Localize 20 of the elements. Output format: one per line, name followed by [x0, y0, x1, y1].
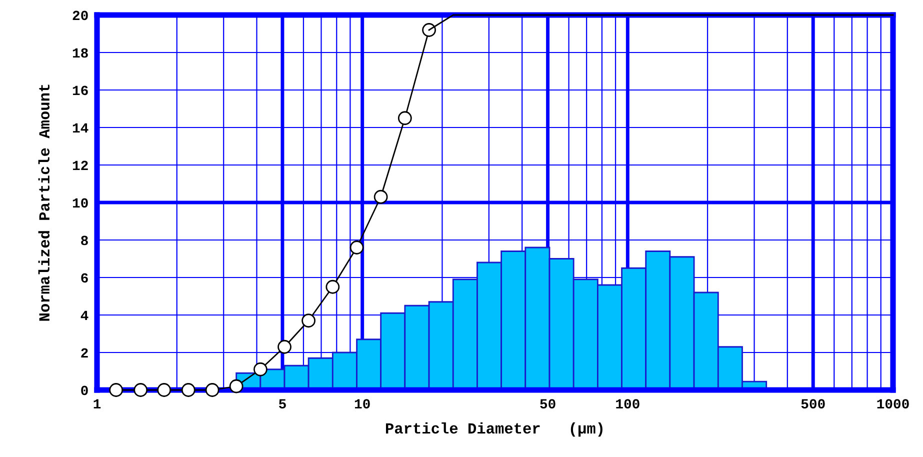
y-tick-label: 18 [72, 48, 88, 58]
y-tick-label: 8 [81, 236, 88, 246]
y-tick-label: 20 [72, 10, 88, 20]
y-tick-label: 12 [72, 160, 88, 170]
y-tick-label: 14 [72, 123, 88, 133]
x-axis-title: Particle Diameter (μm) [386, 422, 602, 437]
y-tick-label: 0 [81, 386, 88, 396]
y-axis-title: Normalized Particle Amount [38, 84, 50, 321]
x-tick-label: 50 [540, 399, 556, 409]
y-tick-label: 2 [81, 348, 88, 358]
y-tick-label: 6 [81, 273, 88, 283]
x-tick-label: 1000 [877, 399, 909, 409]
x-tick-label: 500 [801, 399, 825, 409]
y-tick-label: 16 [72, 86, 88, 96]
x-tick-label: 5 [279, 399, 286, 409]
x-tick-label: 1 [94, 399, 101, 408]
x-tick-label: 10 [354, 399, 370, 409]
y-tick-label: 10 [72, 198, 88, 208]
y-tick-label: 4 [80, 310, 88, 320]
x-tick-label: 100 [616, 399, 640, 409]
